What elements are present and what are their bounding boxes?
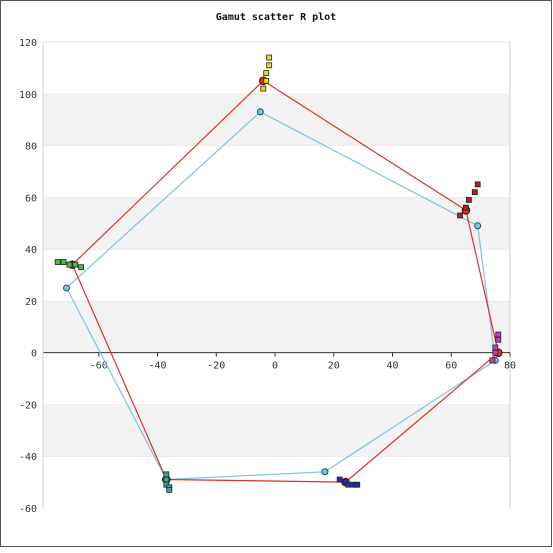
- gamut-sample-point: [495, 336, 502, 343]
- grid-band: [43, 404, 510, 457]
- x-tick-label: -60: [90, 361, 108, 372]
- x-tick-label: 60: [445, 361, 457, 372]
- y-tick-label: 60: [25, 193, 37, 204]
- grid-band: [43, 249, 510, 301]
- series-point: [474, 222, 482, 230]
- grid-band: [43, 300, 510, 353]
- gamut-sample-point: [266, 54, 273, 61]
- gamut-sample-point: [60, 259, 67, 265]
- y-tick-label: 40: [25, 245, 37, 256]
- gamut-sample-point: [66, 261, 73, 268]
- grid-band: [43, 145, 510, 198]
- series-point: [256, 108, 264, 116]
- grid-band: [43, 197, 510, 250]
- gamut-sample-point: [72, 261, 79, 268]
- gamut-sample-point: [471, 189, 478, 196]
- y-tick-label: 120: [19, 38, 37, 49]
- y-tick-label: 20: [25, 297, 37, 308]
- axes: [42, 42, 510, 508]
- grid-band: [43, 42, 510, 94]
- grid-band: [43, 93, 510, 146]
- x-tick-label: -40: [149, 361, 167, 372]
- gamut-sample-point: [166, 486, 173, 493]
- x-tick-label: -20: [207, 361, 225, 372]
- gamut-sample-point: [163, 476, 170, 483]
- grid-band: [43, 456, 510, 508]
- point-groups-layer: [54, 54, 502, 493]
- tick-labels: -60 -40 -20 0 20 40 60 80 120 100 80 60 40 20 0 -20 -40 -…: [19, 38, 516, 515]
- y-tick-label: 80: [25, 142, 37, 153]
- x-tick-label: 20: [328, 361, 340, 372]
- gamut-sample-point: [78, 264, 85, 271]
- y-tick-label: -40: [19, 452, 37, 463]
- gamut-sample-point: [474, 181, 481, 188]
- y-tick-label: 100: [19, 90, 37, 101]
- gamut-sample-point: [54, 259, 61, 265]
- gamut-sample-point: [263, 70, 270, 76]
- x-tick-label: 80: [504, 361, 516, 372]
- gamut-sample-point: [495, 331, 502, 338]
- series-point: [62, 284, 70, 292]
- gamut-sample-point: [489, 357, 496, 364]
- x-tick-label: 40: [386, 361, 398, 372]
- series-point: [321, 468, 329, 476]
- chart-title: Gamut scatter R plot: [216, 12, 336, 23]
- gamut-sample-point: [465, 197, 472, 203]
- gamut-sample-point: [492, 349, 499, 356]
- gamut-sample-point: [260, 85, 267, 92]
- grid-band: [43, 352, 510, 405]
- grid-bands: [43, 41, 511, 508]
- y-tick-label: 0: [31, 349, 37, 360]
- gamut-sample-point: [457, 212, 463, 219]
- gamut-sample-point: [163, 471, 170, 478]
- gamut-sample-point: [345, 481, 352, 488]
- gamut-sample-point: [266, 62, 273, 69]
- x-tick-label: 0: [272, 361, 278, 372]
- y-tick-label: -20: [19, 400, 37, 411]
- gamut-sample-point: [263, 77, 270, 84]
- y-tick-label: -60: [19, 504, 37, 515]
- gamut-sample-point: [492, 344, 499, 351]
- gamut-sample-point: [336, 476, 343, 483]
- gamut-sample-point: [463, 204, 469, 211]
- gamut-sample-point: [354, 481, 361, 488]
